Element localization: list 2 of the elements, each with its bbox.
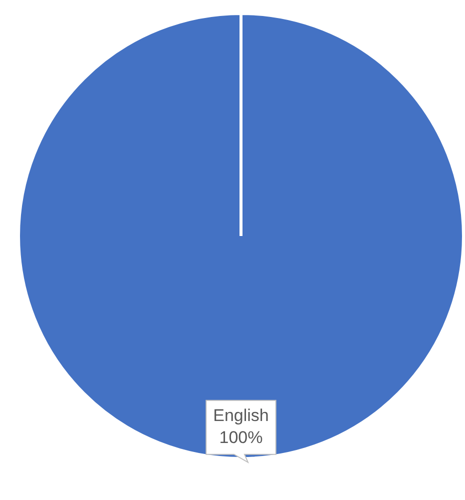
slice-label: English <box>213 406 269 426</box>
data-label: 100% <box>219 428 263 448</box>
